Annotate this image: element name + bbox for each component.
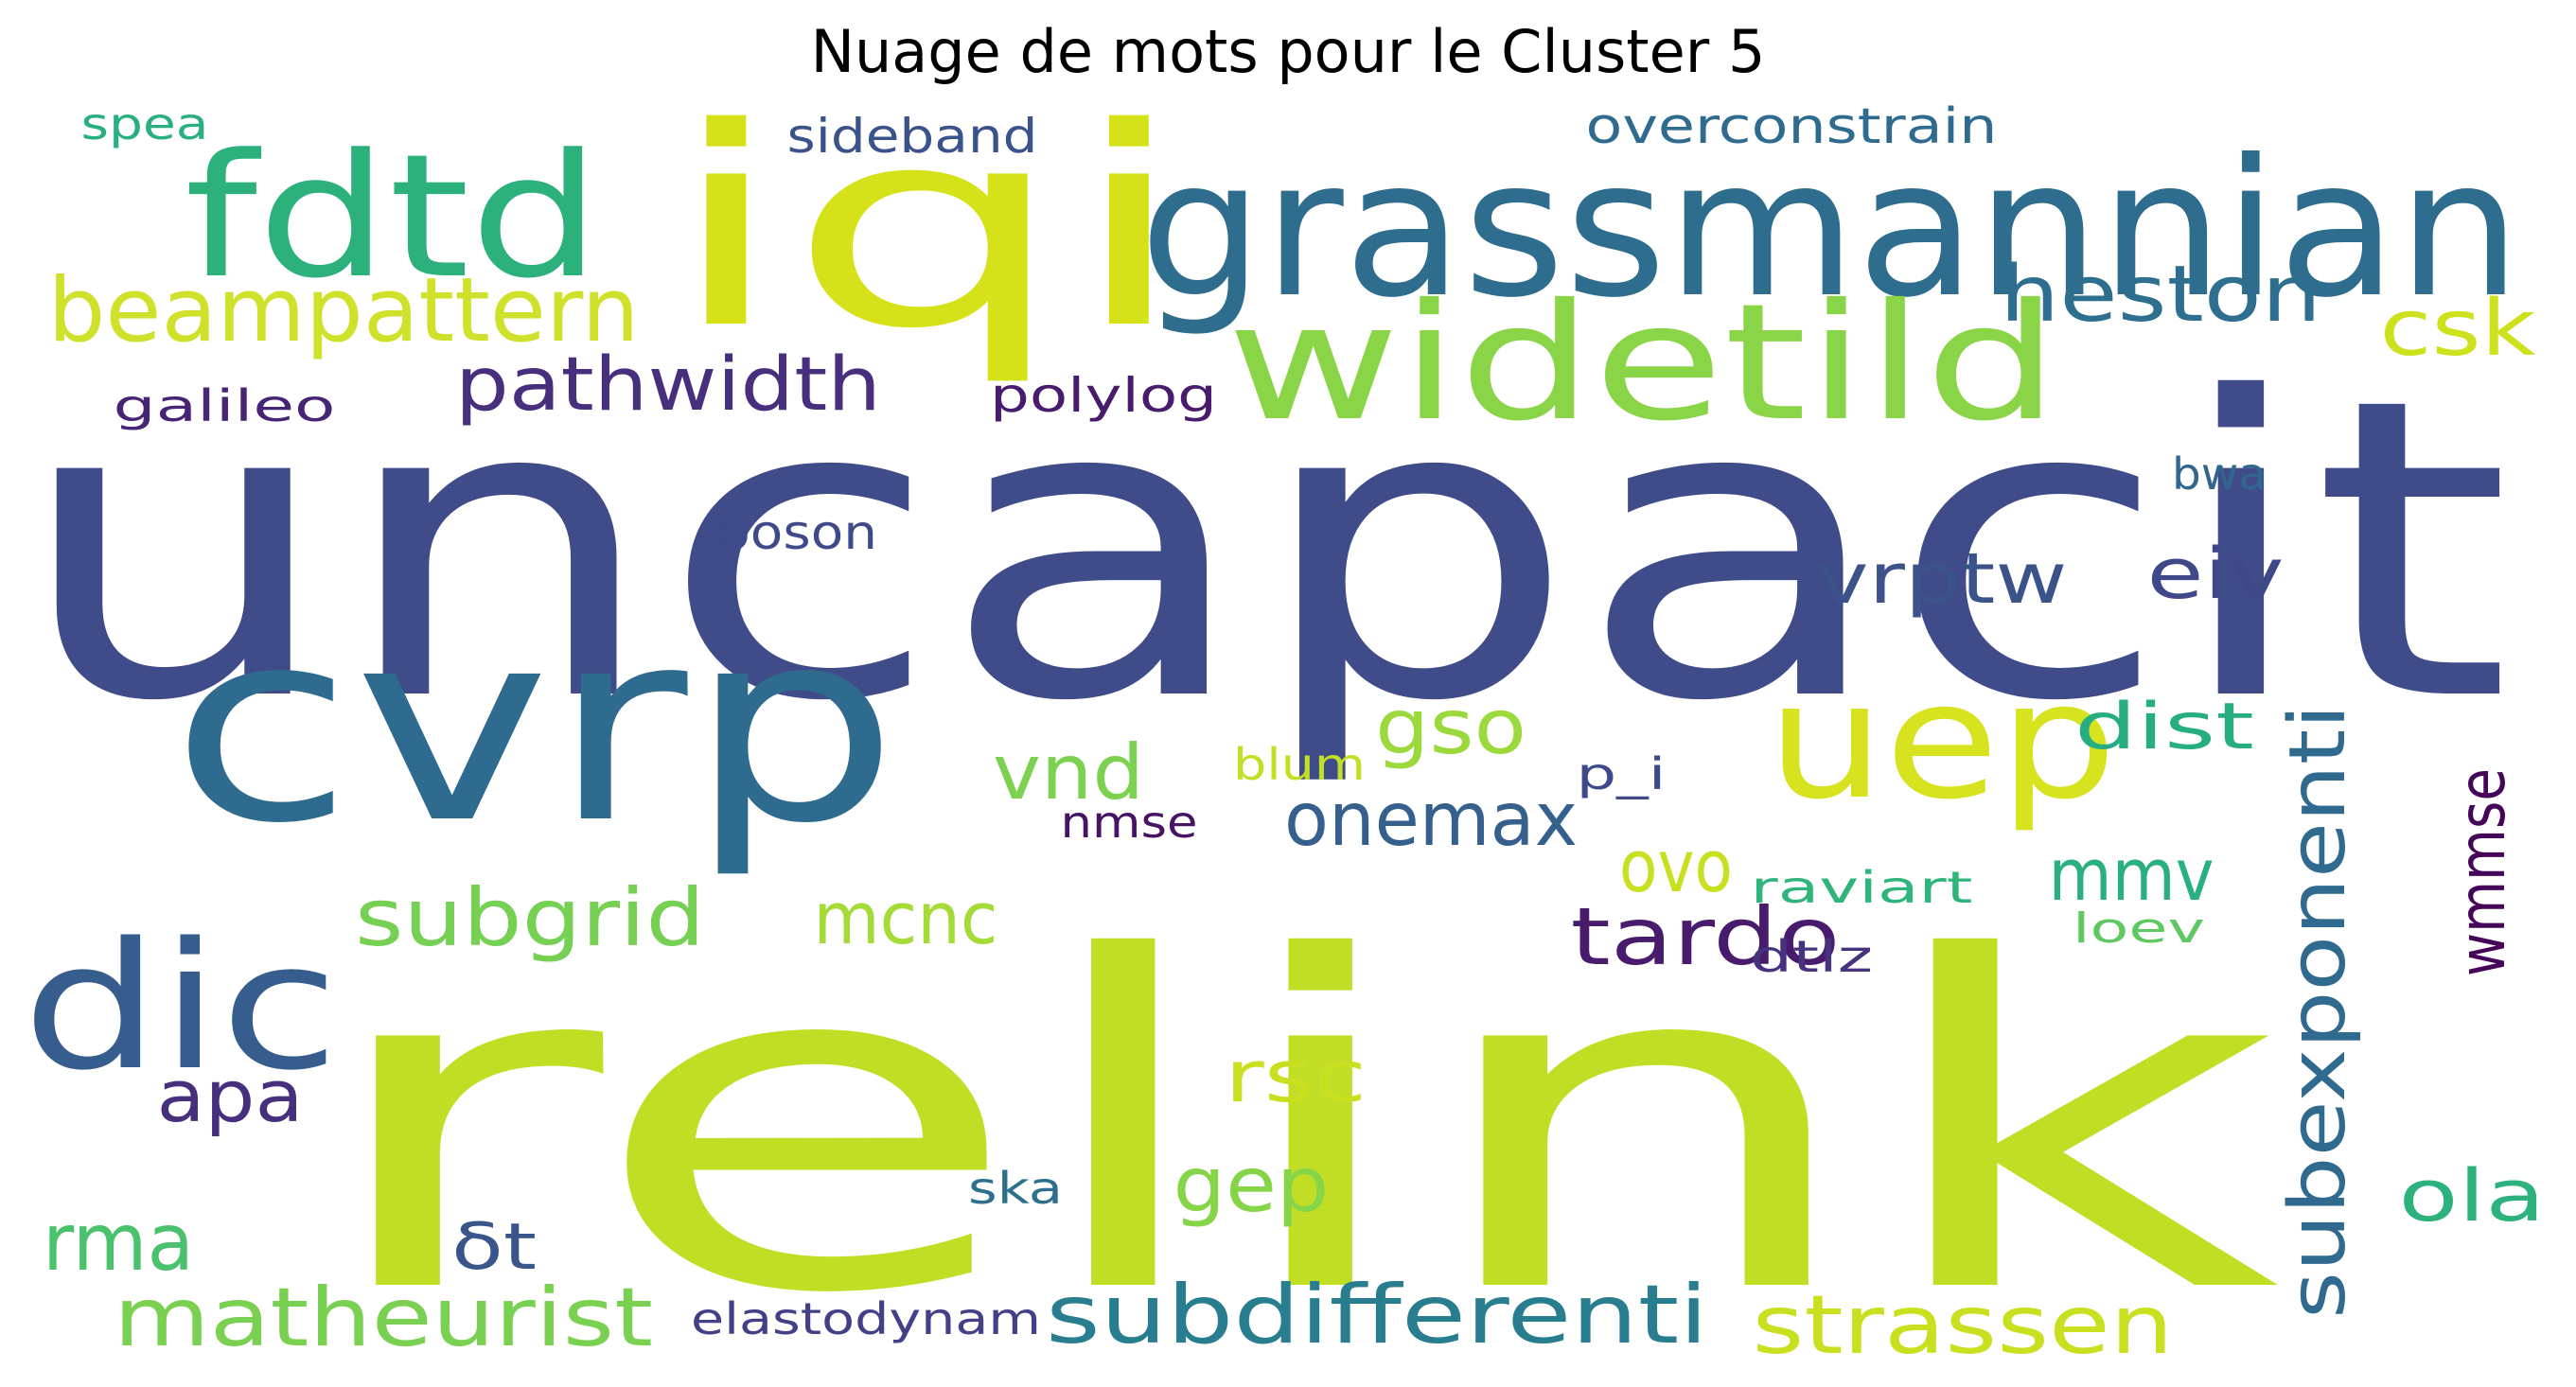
word-44: p_i [1577, 748, 1667, 799]
word-5: fdtd [185, 118, 601, 316]
word-14: matheurist [114, 1271, 653, 1365]
word-34: δt [451, 1210, 537, 1285]
word-4: cvrp [170, 573, 899, 882]
word-21: onemax [1284, 778, 1578, 863]
word-19: subgrid [355, 871, 705, 964]
word-41: boson [716, 505, 877, 560]
word-10: heston [2000, 250, 2321, 340]
word-9: beampattern [48, 259, 640, 362]
word-39: galileo [114, 380, 336, 431]
word-36: sideband [787, 109, 1038, 164]
word-48: dtlz [1750, 931, 1873, 982]
word-30: gep [1173, 1141, 1330, 1229]
word-49: ska [968, 1163, 1063, 1214]
word-28: wmmse [2445, 768, 2520, 976]
word-6: widetild [1226, 270, 2059, 457]
word-16: subexponenti [2273, 704, 2363, 1319]
word-23: vnd [993, 729, 1144, 816]
word-18: eiv [2147, 534, 2285, 615]
chart-title: Nuage de mots pour le Cluster 5 [810, 17, 1766, 86]
word-2: iqi [665, 70, 1191, 389]
word-12: pathwidth [455, 342, 881, 428]
word-24: dist [2074, 690, 2254, 764]
word-33: apa [157, 1054, 304, 1138]
word-27: ovo [1619, 824, 1733, 908]
word-8: dic [23, 904, 340, 1109]
word-47: loev [2073, 904, 2205, 953]
word-32: rma [43, 1196, 194, 1289]
word-3: grassmannian [1139, 119, 2521, 340]
word-29: rsc [1225, 1034, 1367, 1118]
word-37: overconstrain [1586, 98, 1998, 155]
word-38: spea [81, 98, 209, 149]
word-25: mmv [2049, 833, 2214, 917]
word-20: tardo [1571, 890, 1841, 983]
word-45: nmse [1061, 797, 1198, 848]
word-11: csk [2380, 284, 2537, 374]
word-15: strassen [1753, 1278, 2174, 1373]
word-43: blum [1233, 739, 1366, 790]
word-7: uep [1767, 648, 2117, 835]
word-42: bwa [2172, 448, 2267, 500]
word-0: uncapacit [13, 310, 2512, 791]
word-35: elastodynam [691, 1293, 1041, 1344]
word-46: raviart [1751, 862, 1973, 913]
word-17: vrptw [1817, 538, 2068, 620]
word-31: ola [2399, 1153, 2546, 1238]
word-26: mcnc [814, 876, 998, 960]
word-40: polylog [990, 368, 1217, 423]
word-13: subdifferenti [1046, 1268, 1708, 1362]
word-22: gso [1375, 683, 1526, 771]
word-1: relink [311, 862, 2280, 1387]
